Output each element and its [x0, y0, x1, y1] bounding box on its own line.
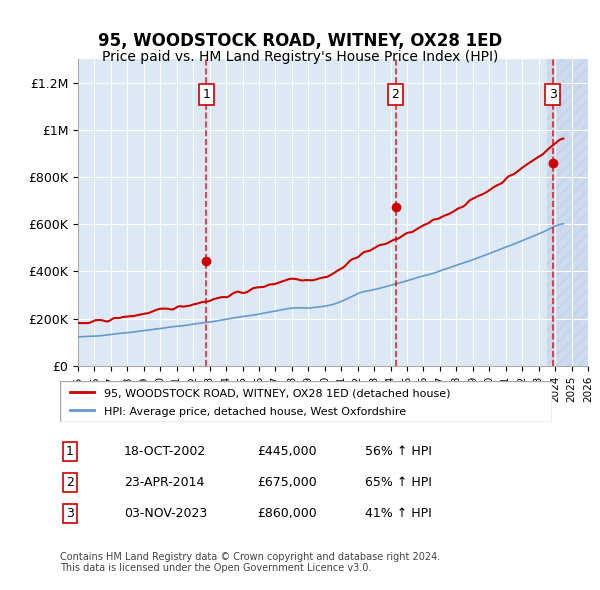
Bar: [547, 59, 588, 366]
Text: Contains HM Land Registry data © Crown copyright and database right 2024.: Contains HM Land Registry data © Crown c…: [60, 552, 440, 562]
Text: 2: 2: [66, 476, 74, 489]
Text: 95, WOODSTOCK ROAD, WITNEY, OX28 1ED: 95, WOODSTOCK ROAD, WITNEY, OX28 1ED: [98, 32, 502, 51]
FancyBboxPatch shape: [60, 381, 552, 422]
Text: 95, WOODSTOCK ROAD, WITNEY, OX28 1ED (detached house): 95, WOODSTOCK ROAD, WITNEY, OX28 1ED (de…: [104, 389, 451, 399]
Text: 1: 1: [66, 445, 74, 458]
Text: 56% ↑ HPI: 56% ↑ HPI: [365, 445, 432, 458]
Text: 18-OCT-2002: 18-OCT-2002: [124, 445, 206, 458]
Text: 41% ↑ HPI: 41% ↑ HPI: [365, 507, 432, 520]
Text: 3: 3: [548, 88, 557, 101]
Text: £445,000: £445,000: [257, 445, 316, 458]
Text: £860,000: £860,000: [257, 507, 317, 520]
Text: 3: 3: [66, 507, 74, 520]
Text: £675,000: £675,000: [257, 476, 317, 489]
Text: 2: 2: [392, 88, 400, 101]
Text: This data is licensed under the Open Government Licence v3.0.: This data is licensed under the Open Gov…: [60, 563, 371, 573]
Text: HPI: Average price, detached house, West Oxfordshire: HPI: Average price, detached house, West…: [104, 407, 406, 417]
Text: 65% ↑ HPI: 65% ↑ HPI: [365, 476, 432, 489]
Text: 23-APR-2014: 23-APR-2014: [124, 476, 205, 489]
Text: 1: 1: [202, 88, 210, 101]
Text: 03-NOV-2023: 03-NOV-2023: [124, 507, 207, 520]
Text: Price paid vs. HM Land Registry's House Price Index (HPI): Price paid vs. HM Land Registry's House …: [102, 50, 498, 64]
